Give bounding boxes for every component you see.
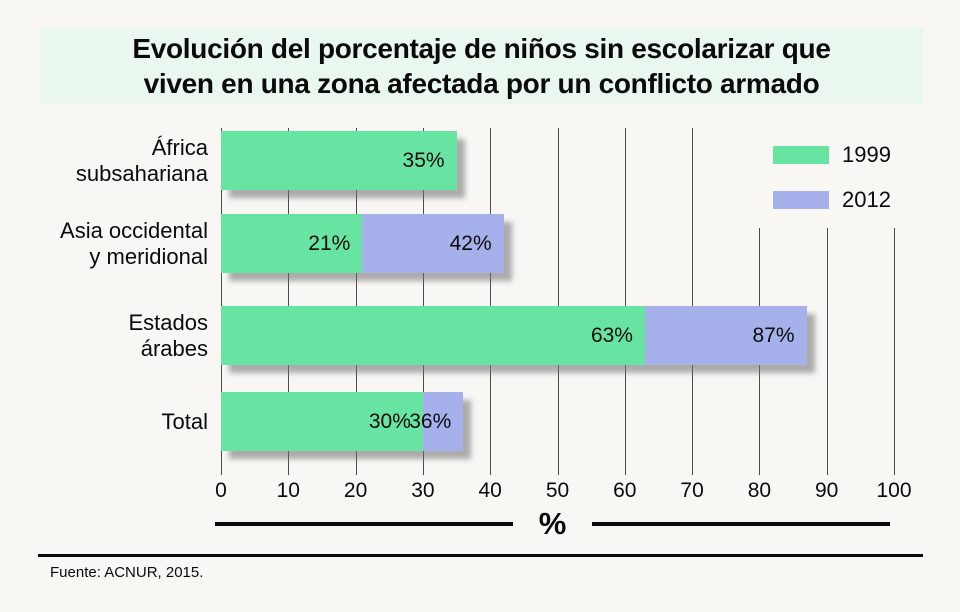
gridline-70 [692, 128, 693, 475]
category-label-line: Estados [128, 309, 209, 335]
bar-2012 [362, 214, 504, 273]
x-axis-title-block: % [215, 506, 891, 542]
category-label-line: África [151, 134, 208, 160]
value-label-2012: 42% [449, 232, 492, 255]
plot-area: 35% 21% 42% 63% 87% 30% 36% [221, 128, 895, 475]
gridline-10 [288, 128, 289, 475]
chart-title-line-2: viven en una zona afectada por un confli… [143, 68, 820, 99]
tick-label-80: 80 [747, 479, 772, 502]
legend-label: 2012 [842, 187, 891, 212]
axis-rule-left [215, 522, 513, 526]
category-label-2: Asia occidental y meridional [3, 214, 208, 273]
legend-item-1999: 1999 [773, 142, 944, 168]
tick-label-70: 70 [680, 479, 704, 502]
category-label-line: y meridional [89, 243, 208, 269]
value-label-2012: 36% [409, 410, 452, 433]
legend-label: 1999 [842, 142, 891, 167]
bar-2012 [422, 392, 464, 451]
bar-1999 [221, 131, 457, 190]
category-label-3: Estados árabes [3, 306, 209, 365]
bar-1999 [221, 306, 645, 365]
gridline-0 [221, 128, 222, 475]
gridline-90 [827, 128, 828, 475]
gridline-60 [625, 128, 626, 475]
legend-swatch-2012 [773, 191, 829, 209]
bar-row-1: 35% [221, 131, 457, 190]
value-label-1999: 30% [368, 410, 411, 433]
value-label-1999: 35% [402, 149, 445, 172]
value-label-1999: 21% [308, 232, 351, 255]
tick-label-50: 50 [545, 479, 570, 502]
tick-label-30: 30 [411, 479, 435, 502]
bar-1999 [221, 392, 423, 451]
bar-1999 [221, 214, 363, 273]
x-axis-label: % [538, 506, 567, 541]
category-label-line: árabes [140, 335, 208, 361]
category-label-1: África subsahariana [3, 131, 208, 190]
tick-label-100: 100 [876, 479, 912, 502]
tick-label-0: 0 [215, 479, 227, 502]
source-text: Fuente: ACNUR, 2015. [50, 564, 204, 581]
tick-label-90: 90 [815, 479, 839, 502]
gridline-30 [423, 128, 424, 475]
gridline-50 [558, 128, 559, 475]
chart-title-banner: Evolución del porcentaje de niños sin es… [40, 28, 923, 104]
value-label-1999: 63% [590, 324, 633, 347]
footer-rule [38, 554, 923, 557]
gridline-80 [759, 128, 760, 475]
bar-row-4: 30% 36% [221, 392, 464, 451]
value-label-2012: 87% [752, 324, 795, 347]
tick-label-20: 20 [343, 479, 368, 502]
legend: 1999 2012 [746, 128, 944, 228]
tick-label-60: 60 [613, 479, 637, 502]
bar-row-3: 63% 87% [221, 306, 807, 365]
category-label-line: subsahariana [75, 160, 208, 186]
gridline-100 [894, 128, 895, 475]
bar-row-2: 21% 42% [221, 214, 504, 273]
bar-2012 [644, 306, 807, 365]
gridline-20 [356, 128, 357, 475]
category-label-line: Asia occidental [60, 217, 208, 243]
legend-item-2012: 2012 [773, 187, 944, 213]
tick-label-10: 10 [276, 479, 300, 502]
chart-title-line-1: Evolución del porcentaje de niños sin es… [132, 33, 831, 64]
legend-swatch-1999 [773, 146, 829, 164]
gridline-40 [490, 128, 491, 475]
tick-label-40: 40 [478, 479, 502, 502]
category-label-line: Total [161, 408, 208, 434]
category-label-4: Total [3, 392, 208, 451]
axis-rule-right [592, 522, 891, 526]
